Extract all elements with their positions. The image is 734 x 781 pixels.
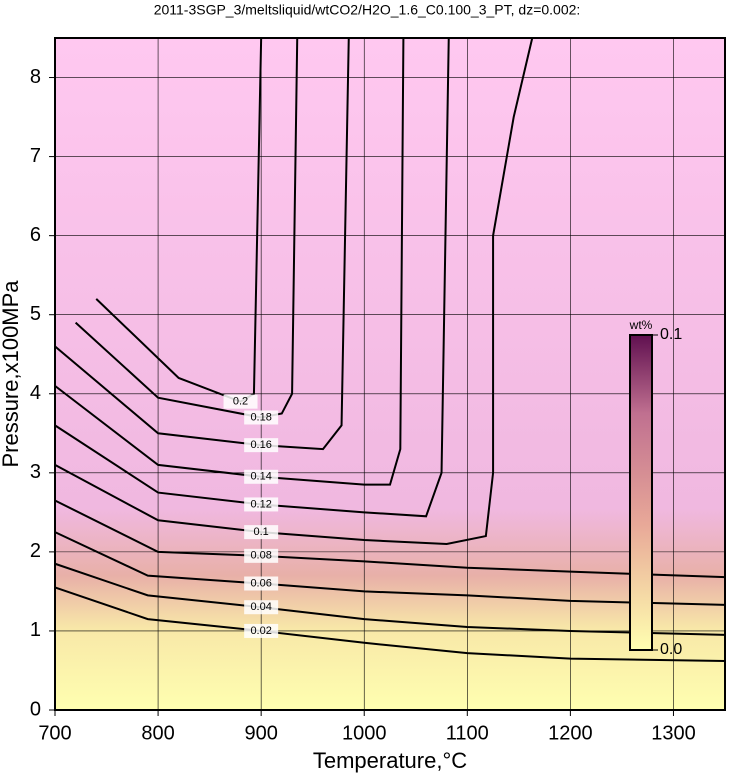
contour-label-bg — [244, 600, 279, 615]
x-tick-label: 1300 — [651, 722, 696, 744]
contour-label-bg — [244, 623, 279, 638]
contour-line — [54, 37, 534, 545]
colorbar-tick-label: 0.0 — [660, 641, 682, 658]
contour-label: 0.14 — [250, 471, 271, 483]
y-tick-label: 5 — [30, 303, 41, 325]
contour-line — [54, 562, 726, 636]
contour-label-bg — [244, 576, 279, 591]
colorbar-title: wt% — [629, 318, 653, 332]
plot-background — [55, 38, 725, 710]
y-tick-label: 8 — [30, 66, 41, 88]
colorbar — [629, 334, 653, 651]
contour-label: 0.2 — [233, 396, 248, 408]
y-tick-label: 1 — [30, 619, 41, 641]
y-tick-label: 7 — [30, 145, 41, 167]
x-tick-label: 1100 — [446, 722, 489, 744]
x-tick-label: 900 — [244, 722, 277, 744]
contour-line — [54, 37, 350, 451]
contour-line — [54, 37, 450, 518]
contour-label: 0.1 — [254, 526, 269, 538]
contour-label: 0.18 — [250, 411, 271, 423]
contour-line — [54, 37, 405, 486]
y-axis-label: Pressure,x100MPa — [0, 280, 23, 468]
contour-label-bg — [244, 525, 279, 540]
contour-line — [54, 586, 726, 662]
contour-label: 0.06 — [250, 577, 271, 589]
x-axis-label: Temperature,°C — [313, 748, 467, 773]
contour-label: 0.04 — [250, 601, 271, 613]
contour-label-bg — [223, 394, 258, 409]
contour-label: 0.12 — [250, 498, 271, 510]
contour-label: 0.02 — [250, 625, 271, 637]
contour-line — [54, 499, 726, 579]
x-tick-label: 1000 — [342, 722, 387, 744]
chart-title: 2011-3SGP_3/meltsliquid/wtCO2/H2O_1.6_C0… — [154, 2, 581, 18]
y-tick-label: 0 — [30, 698, 41, 720]
x-tick-label: 700 — [38, 722, 71, 744]
contour-label: 0.08 — [250, 550, 271, 562]
x-tick-label: 1200 — [548, 722, 593, 744]
contour-label-bg — [244, 410, 279, 425]
contour-label-bg — [244, 548, 279, 563]
contour-label-bg — [244, 438, 279, 453]
y-tick-label: 4 — [30, 382, 41, 404]
contour-label-bg — [244, 497, 279, 512]
contour-label: 0.16 — [250, 439, 271, 451]
contour-line — [54, 531, 726, 606]
y-tick-label: 2 — [30, 540, 41, 562]
y-tick-label: 3 — [30, 461, 41, 483]
x-tick-label: 800 — [141, 722, 174, 744]
colorbar-tick-label: 0.1 — [660, 326, 682, 343]
contour-label-bg — [244, 469, 279, 484]
y-tick-label: 6 — [30, 224, 41, 246]
plot-frame — [54, 37, 726, 711]
